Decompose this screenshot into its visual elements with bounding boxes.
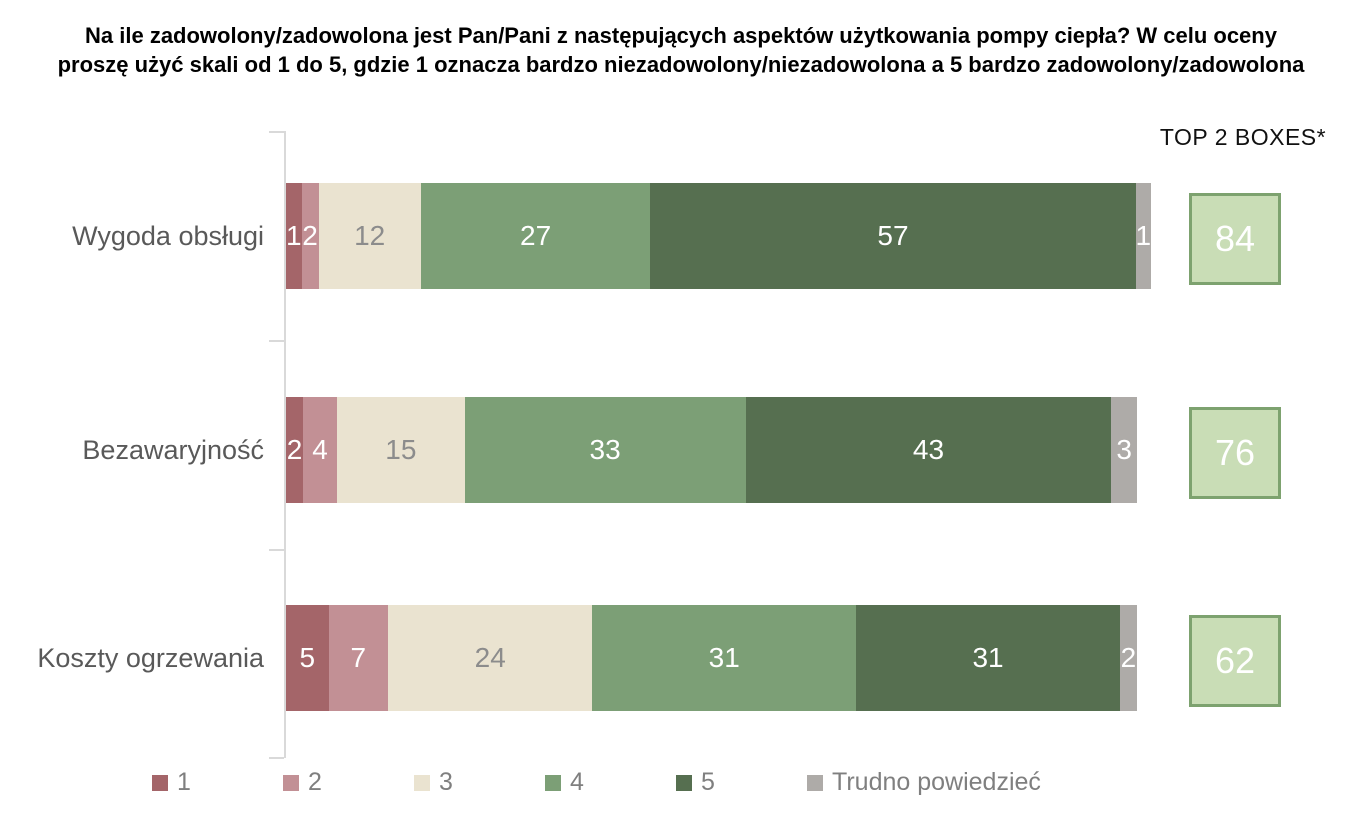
bar-segment-3: 12 — [318, 183, 421, 289]
legend-swatch — [152, 774, 168, 791]
legend-swatch — [545, 774, 561, 791]
chart-legend: 1 2 3 4 5 Trudno powiedzieć — [152, 768, 1041, 797]
segment-value-label: 43 — [912, 434, 945, 465]
axis-tick — [269, 131, 284, 133]
bar-segment-4: 33 — [464, 397, 746, 503]
segment-value-label: 2 — [286, 434, 303, 465]
legend-label: 2 — [308, 768, 322, 796]
chart-title: Na ile zadowolony/zadowolona jest Pan/Pa… — [57, 23, 1305, 78]
bar-segment-Trudno powiedzieć: 3 — [1111, 397, 1137, 503]
axis-tick — [269, 549, 284, 551]
legend-swatch — [676, 774, 692, 791]
chart-row-1: Wygoda obsługi 1 2 12 27 57 1 84 — [0, 183, 1362, 289]
axis-tick — [269, 340, 284, 342]
legend-label: 5 — [701, 768, 715, 796]
bar-segment-5: 57 — [650, 183, 1136, 289]
bar-segment-2: 2 — [301, 183, 319, 289]
segment-value-label: 57 — [877, 220, 909, 251]
legend-swatch — [414, 774, 430, 791]
axis-tick — [269, 757, 284, 759]
legend-item: 3 — [414, 768, 545, 797]
legend-label: 1 — [177, 768, 191, 796]
segment-value-label: 24 — [474, 642, 506, 673]
category-label: Wygoda obsługi — [72, 220, 264, 251]
bar-segment-Trudno powiedzieć: 1 — [1135, 183, 1152, 289]
stacked-bar: 1 2 12 27 57 1 — [286, 183, 1152, 289]
bar-segment-1: 5 — [286, 605, 329, 711]
bar-segment-5: 43 — [745, 397, 1112, 503]
y-axis-line — [284, 131, 286, 758]
bar-segment-2: 4 — [303, 397, 338, 503]
legend-item: 4 — [545, 768, 676, 797]
bar-segment-4: 31 — [592, 605, 857, 711]
legend-label: 4 — [570, 768, 584, 796]
chart-row-2: Bezawaryjność 2 4 15 33 43 3 76 — [0, 397, 1362, 503]
segment-value-label: 27 — [520, 220, 552, 251]
legend-label: 3 — [439, 768, 453, 796]
chart-row-3: Koszty ogrzewania 5 7 24 31 31 2 62 — [0, 605, 1362, 711]
legend-item: 5 — [676, 768, 807, 797]
legend-swatch — [283, 774, 299, 791]
bar-segment-1: 2 — [286, 397, 304, 503]
legend-label: Trudno powiedzieć — [832, 768, 1041, 796]
category-label: Koszty ogrzewania — [37, 642, 264, 673]
bar-segment-1: 1 — [286, 183, 302, 289]
segment-value-label: 2 — [1120, 642, 1137, 673]
legend-item: 2 — [283, 768, 414, 797]
legend-item: 1 — [152, 768, 283, 797]
segment-value-label: 5 — [299, 642, 316, 673]
bar-segment-Trudno powiedzieć: 2 — [1119, 605, 1137, 711]
bar-segment-4: 27 — [420, 183, 651, 289]
segment-value-label: 4 — [312, 434, 328, 465]
segment-value-label: 31 — [972, 642, 1004, 673]
segment-value-label: 15 — [385, 434, 417, 465]
legend-swatch — [807, 774, 823, 791]
bar-segment-2: 7 — [328, 605, 389, 711]
segment-value-label: 1 — [286, 220, 302, 251]
top2-boxes-header: TOP 2 BOXES* — [1159, 124, 1327, 150]
segment-value-label: 1 — [1135, 220, 1152, 251]
stacked-bar: 2 4 15 33 43 3 — [286, 397, 1137, 503]
segment-value-label: 2 — [302, 220, 318, 251]
top2-box: 76 — [1189, 407, 1281, 499]
top2-box: 84 — [1189, 193, 1281, 285]
segment-value-label: 7 — [350, 642, 367, 673]
segment-value-label: 3 — [1116, 434, 1132, 465]
legend-item: Trudno powiedzieć — [807, 768, 1041, 797]
segment-value-label: 31 — [708, 642, 740, 673]
segment-value-label: 12 — [354, 220, 386, 251]
bar-segment-3: 24 — [388, 605, 593, 711]
category-label: Bezawaryjność — [82, 434, 264, 465]
top2-box: 62 — [1189, 615, 1281, 707]
bar-segment-5: 31 — [856, 605, 1120, 711]
stacked-bar: 5 7 24 31 31 2 — [286, 605, 1137, 711]
segment-value-label: 33 — [589, 434, 621, 465]
bar-segment-3: 15 — [337, 397, 465, 503]
